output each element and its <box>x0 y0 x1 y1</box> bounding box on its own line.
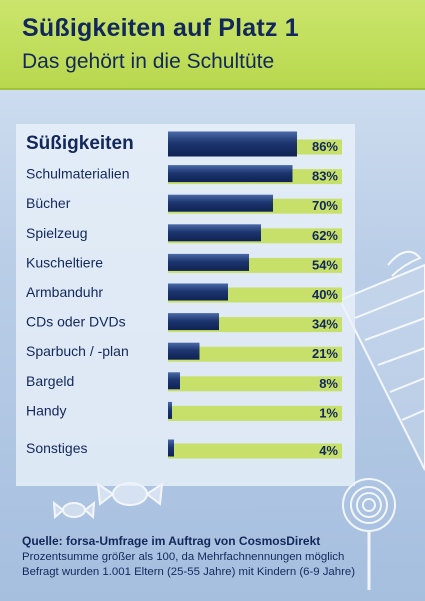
bar <box>168 165 293 183</box>
category-label: Bücher <box>26 195 71 211</box>
bar <box>168 194 273 212</box>
bar <box>168 372 180 390</box>
category-label: Kuscheltiere <box>26 254 103 270</box>
bar <box>168 131 297 157</box>
bar-track <box>168 443 342 459</box>
source-note: Quelle: forsa-Umfrage im Auftrag von Cos… <box>22 534 321 548</box>
page-title: Süßigkeiten auf Platz 1 <box>22 14 299 42</box>
header-banner: Süßigkeiten auf Platz 1 Das gehört in di… <box>0 0 425 90</box>
category-label: Sparbuch / -plan <box>26 343 129 359</box>
category-label: Armbanduhr <box>26 284 103 300</box>
bar <box>168 253 249 271</box>
value-label: 4% <box>319 443 338 458</box>
value-label: 40% <box>312 287 338 302</box>
value-label: 62% <box>312 228 338 243</box>
survey-note: Befragt wurden 1.001 Eltern (25-55 Jahre… <box>22 566 356 578</box>
bar <box>168 439 174 457</box>
page-subtitle: Das gehört in die Schultüte <box>22 50 275 73</box>
value-label: 54% <box>312 257 338 272</box>
category-label: Bargeld <box>26 373 74 389</box>
footer-notes: Quelle: forsa-Umfrage im Auftrag von Cos… <box>22 534 417 581</box>
category-label: Süßigkeiten <box>26 133 134 154</box>
bar-track <box>168 376 342 392</box>
chart-panel <box>16 124 355 486</box>
category-label: Handy <box>26 402 66 418</box>
value-label: 86% <box>312 139 338 154</box>
category-label: Sonstiges <box>26 440 87 456</box>
bar <box>168 401 172 419</box>
bar <box>168 224 261 242</box>
value-label: 83% <box>312 169 338 184</box>
bar <box>168 342 200 360</box>
category-label: CDs oder DVDs <box>26 314 126 330</box>
sum-note: Prozentsumme größer als 100, da Mehrfach… <box>22 550 345 563</box>
value-label: 34% <box>312 317 338 332</box>
category-label: Schulmaterialien <box>26 166 130 182</box>
bar <box>168 313 219 331</box>
value-label: 21% <box>312 346 338 361</box>
bar-track <box>168 346 342 362</box>
category-label: Spielzeug <box>26 225 88 241</box>
bar-track <box>168 405 342 421</box>
bar <box>168 283 228 301</box>
value-label: 8% <box>319 376 338 391</box>
value-label: 70% <box>312 198 338 213</box>
value-label: 1% <box>319 405 338 420</box>
